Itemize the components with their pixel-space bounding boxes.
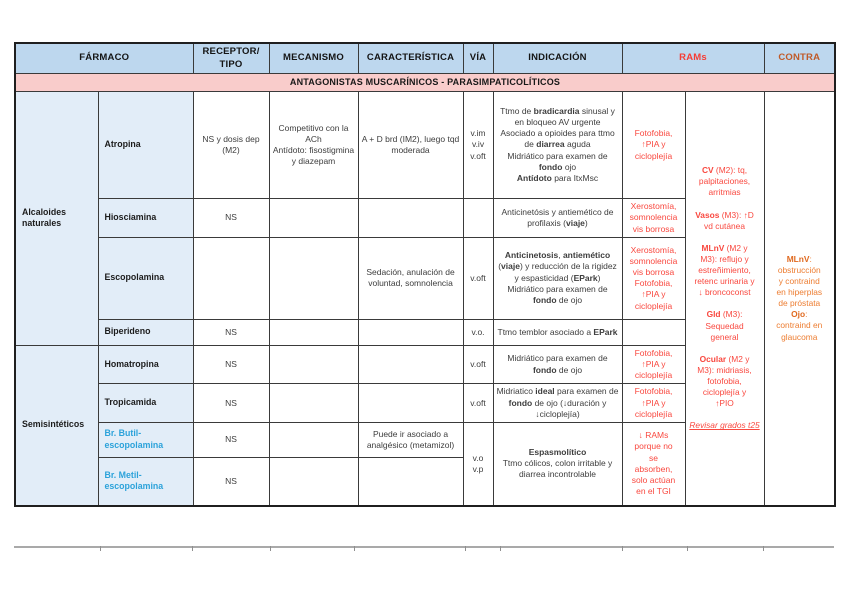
cell-homatropina-caracteristica — [357, 344, 464, 385]
cell-br-metil-caracteristica — [357, 457, 464, 507]
cell-hiosciamina-indicacion: Anticinetósis y antiemético de profilaxi… — [492, 198, 623, 238]
table-divider-tick — [192, 546, 193, 551]
cell-tropicamida-rams: Fotofobia, ↑PIA y cicloplejía — [621, 383, 686, 424]
drug-name-atropina: Atropina — [97, 91, 194, 200]
table-row: Escopolamina Sedación, anulación de volu… — [15, 236, 835, 320]
cell-br-rams: ↓ RAMs porque no se absorben, solo actúan en … — [621, 422, 686, 507]
cell-biperideno-via: v.o. — [462, 318, 494, 346]
table-divider-tick — [354, 546, 355, 551]
cell-escopolamina-caracteristica: Sedación, anulación de voluntad, somnole… — [357, 236, 464, 320]
drug-name-biperideno: Biperideno — [97, 318, 194, 346]
pharmacology-table: FÁRMACO RECEPTOR/TIPO MECANISMO CARACTER… — [14, 42, 837, 507]
section-title: ANTAGONISTAS MUSCARÍNICOS - PARASIMPATIC… — [14, 73, 836, 93]
cell-homatropina-rams: Fotofobia, ↑PIA y cicloplejía — [621, 344, 686, 385]
cell-br-via: v.o v.p — [462, 422, 494, 507]
section-band-row: ANTAGONISTAS MUSCARÍNICOS - PARASIMPATIC… — [14, 73, 836, 93]
drug-name-br-butil-escopolamina: Br. Butil-escopolamina — [97, 422, 194, 459]
cell-tropicamida-mecanismo — [268, 383, 359, 424]
cell-br-metil-mecanismo — [268, 457, 359, 507]
drug-name-tropicamida: Tropicamida — [97, 383, 194, 424]
cell-homatropina-indicacion: Midriático para examen de fondo de ojo — [492, 344, 623, 385]
drug-name-escopolamina: Escopolamina — [97, 236, 194, 320]
cell-hiosciamina-receptor: NS — [192, 198, 270, 238]
rams-shared-text: CV (M2): tq, palpitaciones, arritmias Vasos… — [694, 165, 755, 409]
cell-tropicamida-indicacion: Midriatico ideal para examen de fondo de… — [492, 383, 623, 424]
table-divider-tick — [465, 546, 466, 551]
table-divider-tick — [100, 546, 101, 551]
cell-homatropina-via: v.oft — [462, 344, 494, 385]
cell-hiosciamina-caracteristica — [357, 198, 464, 238]
header-mecanismo: MECANISMO — [268, 42, 359, 75]
header-contra: CONTRA — [763, 42, 836, 75]
cell-biperideno-indicacion: Ttmo temblor asociado a EPark — [492, 318, 623, 346]
table-divider-tick — [687, 546, 688, 551]
cell-escopolamina-rams: Xerostomía, somnolencia vis borrosa Fotofob… — [621, 236, 686, 320]
header-caracteristica: CARACTERÍSTICA — [357, 42, 464, 75]
table-divider-tick — [763, 546, 764, 551]
cell-hiosciamina-mecanismo — [268, 198, 359, 238]
header-farmaco: FÁRMACO — [14, 42, 194, 75]
rams-note-link[interactable]: Revisar grados t25 — [689, 420, 760, 431]
cell-hiosciamina-rams: Xerostomía, somnolencia vis borrosa — [621, 198, 686, 238]
header-receptor-tipo: RECEPTOR/TIPO — [192, 42, 270, 75]
table-row: Biperideno NS v.o. Ttmo temblor asociado… — [15, 318, 835, 346]
table-divider-tick — [270, 546, 271, 551]
cell-escopolamina-receptor — [192, 236, 270, 320]
drug-name-homatropina: Homatropina — [97, 344, 194, 385]
next-table-top-border — [14, 546, 834, 551]
cell-escopolamina-mecanismo — [268, 236, 359, 320]
cell-biperideno-mecanismo — [268, 318, 359, 346]
drug-name-br-metil-escopolamina: Br. Metil-escopolamina — [97, 457, 194, 507]
group-alcaloides-naturales: Alcaloides naturales — [14, 91, 99, 346]
table-divider-tick — [500, 546, 501, 551]
cell-atropina-caracteristica: A + D brd (IM2), luego tqd moderada — [357, 91, 464, 200]
header-via: VÍA — [462, 42, 494, 75]
cell-atropina-mecanismo: Competitivo con la ACh Antídoto: fisostig… — [268, 91, 359, 200]
cell-atropina-rams: Fotofobia, ↑PIA y cicloplejía — [621, 91, 686, 200]
group-semisinteticos: Semisintéticos — [14, 344, 99, 507]
cell-contra: MLnV: obstrucción y contraind en hiperplas d… — [763, 91, 836, 507]
cell-br-metil-receptor: NS — [192, 457, 270, 507]
cell-tropicamida-via: v.oft — [462, 383, 494, 424]
table-row: Br. Butil-escopolamina NS Puede ir asoci… — [15, 422, 835, 507]
cell-biperideno-receptor: NS — [192, 318, 270, 346]
cell-tropicamida-receptor: NS — [192, 383, 270, 424]
cell-homatropina-receptor: NS — [192, 344, 270, 385]
header-rams: RAMs — [621, 42, 765, 75]
table-row: Hiosciamina NS Anticinetósis y antieméti… — [15, 198, 835, 238]
table-row: Br. Metil-escopolamina NS — [15, 457, 835, 507]
cell-br-indicacion: Espasmolítico Ttmo cólicos, colon irritab… — [492, 422, 623, 507]
cell-tropicamida-caracteristica — [357, 383, 464, 424]
cell-atropina-indicacion: Ttmo de bradicardia sinusal y en bloqueo… — [492, 91, 623, 200]
cell-homatropina-mecanismo — [268, 344, 359, 385]
cell-br-butil-caracteristica: Puede ir asociado a analgésico (metamizo… — [357, 422, 464, 459]
cell-br-butil-mecanismo — [268, 422, 359, 459]
table-divider-tick — [622, 546, 623, 551]
table-row: Semisintéticos Homatropina NS v.oft Midr… — [14, 344, 835, 507]
cell-escopolamina-via: v.oft — [462, 236, 494, 320]
cell-br-butil-receptor: NS — [192, 422, 270, 459]
cell-rams-shared: CV (M2): tq, palpitaciones, arritmias Vasos… — [684, 91, 765, 507]
table-header-row: FÁRMACO RECEPTOR/TIPO MECANISMO CARACTER… — [14, 42, 836, 75]
cell-biperideno-caracteristica — [357, 318, 464, 346]
cell-biperideno-rams — [621, 318, 686, 346]
table-row: Alcaloides naturales Atropina NS y dosis… — [14, 91, 836, 507]
cell-atropina-receptor: NS y dosis dep (M2) — [192, 91, 270, 200]
cell-escopolamina-indicacion: Anticinetosis, antiemético (viaje) y red… — [492, 236, 623, 320]
cell-hiosciamina-via — [462, 198, 494, 238]
header-indicacion: INDICACIÓN — [492, 42, 623, 75]
drug-name-hiosciamina: Hiosciamina — [97, 198, 194, 238]
cell-atropina-via: v.im v.iv v.oft — [462, 91, 494, 200]
